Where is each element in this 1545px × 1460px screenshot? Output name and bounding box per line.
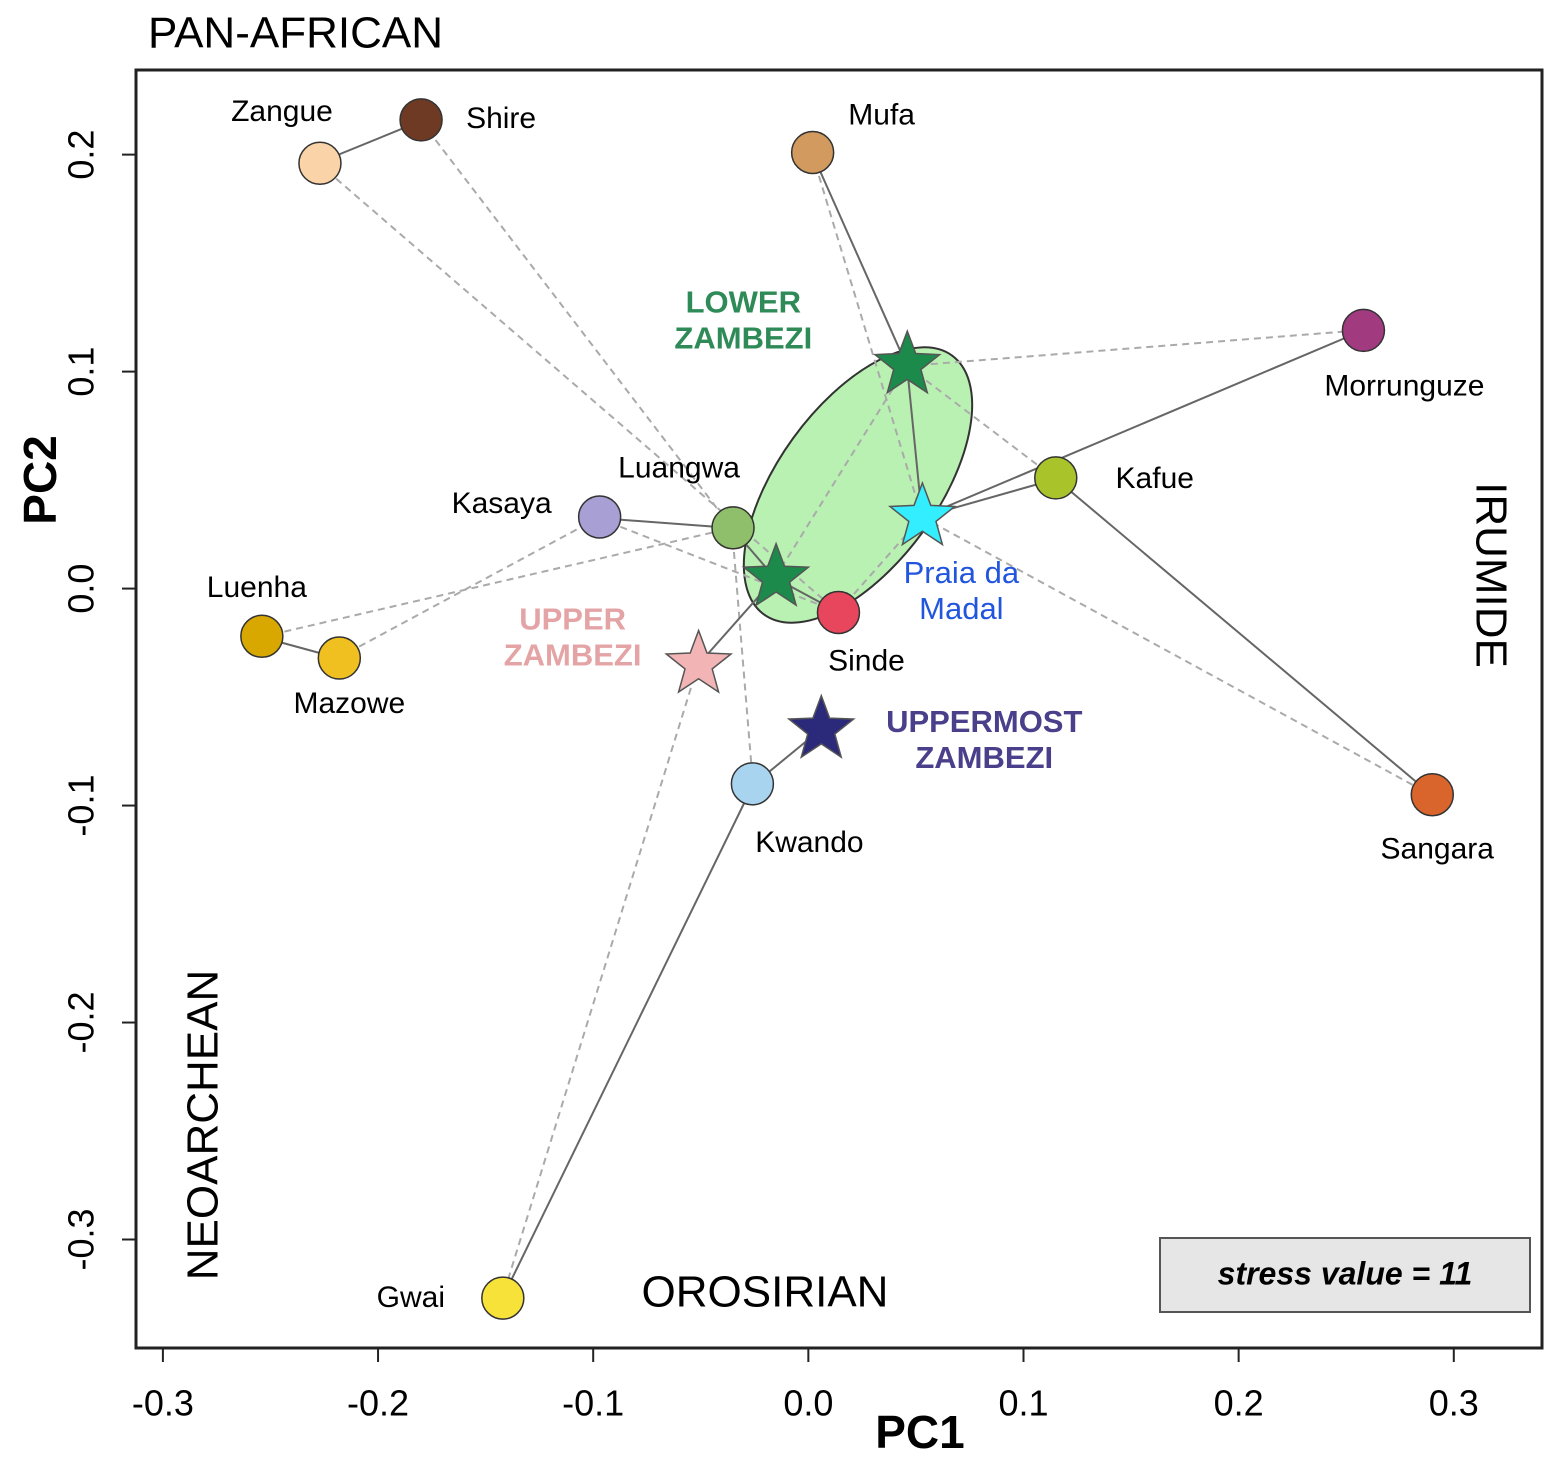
site-label: Mazowe (293, 687, 405, 720)
site-point (816, 590, 861, 635)
solid-link (921, 329, 1365, 518)
site-label: Sangara (1381, 833, 1495, 866)
links (260, 120, 1434, 1300)
dashed-link (731, 527, 754, 786)
solid-link (501, 784, 754, 1300)
x-tick-label: 0.3 (1429, 1383, 1479, 1424)
site-point (790, 130, 835, 175)
dashed-link (337, 517, 599, 659)
dashed-link (906, 329, 1365, 367)
dashed-link (921, 516, 1434, 797)
group-star (872, 328, 942, 395)
site-label: Luangwa (618, 452, 740, 485)
stress-note: stress value = 11 (1218, 1255, 1473, 1291)
note-box (1159, 1237, 1531, 1313)
group-label: UPPERMOST (886, 704, 1082, 739)
dashed-link (837, 516, 923, 613)
site-label: Kafue (1116, 462, 1194, 495)
group-label: UPPER (519, 602, 626, 637)
site-label: Kwando (755, 826, 863, 859)
site-label: Shire (466, 102, 536, 135)
dashed-link (811, 152, 923, 518)
x-tick-label: 0.0 (783, 1383, 833, 1424)
site-label: Luenha (207, 571, 307, 604)
solid-link (1055, 478, 1434, 797)
group-label: ZAMBEZI (674, 320, 812, 355)
y-tick-label: 0.2 (61, 130, 102, 180)
site-label: Kasaya (452, 487, 552, 520)
site-label: Sinde (828, 644, 905, 677)
site-label: Gwai (377, 1281, 445, 1314)
x-tick-label: 0.1 (998, 1383, 1048, 1424)
site-label: Mufa (848, 98, 915, 131)
y-tick-label: -0.1 (61, 775, 102, 837)
group-label: ZAMBEZI (504, 638, 642, 673)
site-point (1410, 772, 1455, 817)
dashed-link (774, 365, 908, 579)
x-axis-label: PC1 (875, 1406, 964, 1458)
region-label: PAN-AFRICAN (148, 9, 443, 58)
site-point (577, 495, 622, 539)
region-label: NEOARCHEAN (179, 970, 228, 1281)
dashed-link (501, 664, 699, 1300)
site-point (298, 141, 342, 186)
region-label: OROSIRIAN (642, 1268, 889, 1317)
region-label: IRUMIDE (1466, 482, 1515, 668)
site-point (317, 636, 362, 680)
group-star (664, 628, 734, 694)
plot-frame (134, 68, 1544, 1350)
y-tick-label: 0.0 (61, 564, 102, 614)
x-tick-label: -0.3 (132, 1383, 194, 1424)
group-star (887, 480, 957, 547)
x-tick-label: -0.1 (562, 1383, 624, 1424)
y-tick-label: -0.3 (61, 1208, 102, 1270)
group-star (741, 541, 811, 607)
site-point (1341, 308, 1386, 353)
dashed-link (317, 162, 839, 613)
x-tick-label: 0.2 (1214, 1383, 1264, 1424)
dashed-link (597, 517, 839, 613)
site-point (730, 762, 775, 806)
x-tick-label: -0.2 (347, 1383, 409, 1424)
site-label: Morrunguze (1324, 369, 1484, 402)
y-tick-label: 0.1 (61, 347, 102, 397)
site-point (1034, 456, 1078, 500)
group-label: LOWER (686, 284, 801, 319)
site-point (399, 98, 443, 142)
site-point (711, 506, 755, 550)
site-label: Zangue (231, 95, 333, 128)
y-tick-label: -0.2 (61, 992, 102, 1054)
solid-link (811, 152, 908, 367)
dashed-link (260, 527, 733, 638)
group-label: ZAMBEZI (915, 740, 1053, 775)
dashed-link (420, 120, 733, 529)
site-point (481, 1276, 525, 1320)
group-star (786, 693, 856, 759)
y-axis-label: PC2 (14, 435, 66, 524)
group-label: Madal (919, 591, 1003, 626)
group-label: Praia da (904, 555, 1020, 590)
site-point (240, 614, 284, 659)
